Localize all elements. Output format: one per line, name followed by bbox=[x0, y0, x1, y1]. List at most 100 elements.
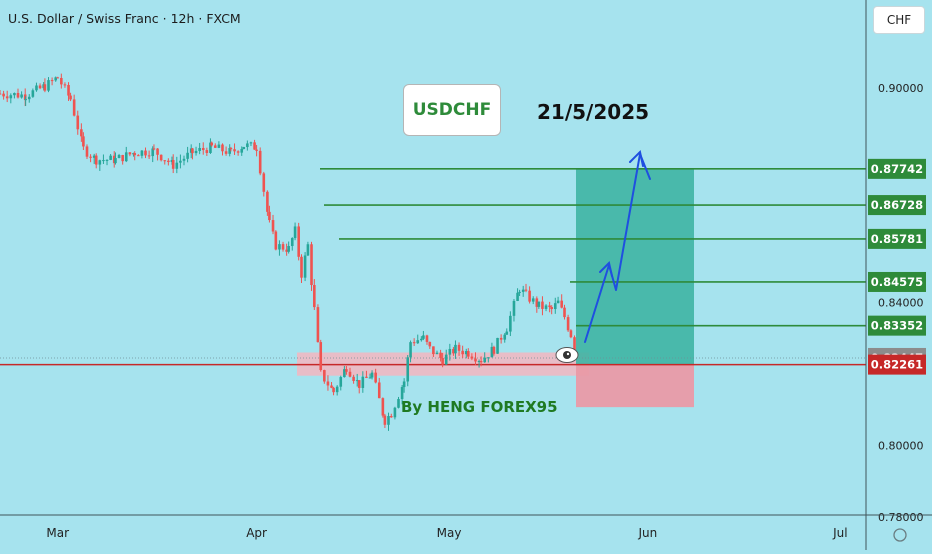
candle bbox=[20, 91, 23, 99]
candle bbox=[186, 146, 189, 163]
candle bbox=[274, 230, 278, 251]
candle-body bbox=[483, 357, 487, 363]
candle bbox=[82, 132, 85, 151]
candle-body bbox=[477, 361, 481, 363]
candle bbox=[524, 283, 528, 293]
candle bbox=[38, 83, 42, 90]
candle bbox=[171, 154, 175, 174]
candle-body bbox=[221, 144, 224, 152]
candle bbox=[287, 241, 290, 254]
candle bbox=[303, 252, 307, 282]
candle bbox=[505, 328, 509, 335]
candle bbox=[27, 94, 31, 103]
candle-body bbox=[400, 387, 404, 400]
currency-button[interactable]: CHF bbox=[873, 6, 925, 34]
candle-body bbox=[503, 334, 507, 340]
candle-body bbox=[553, 303, 557, 310]
candle-body bbox=[109, 155, 112, 160]
candle-body bbox=[38, 85, 42, 89]
x-tick-label: Jul bbox=[832, 526, 847, 540]
candle-body bbox=[516, 292, 519, 301]
candle-body bbox=[435, 352, 439, 355]
candle-body bbox=[352, 376, 355, 381]
candle-body bbox=[163, 160, 167, 162]
price-badge: 0.85781 bbox=[868, 228, 926, 249]
candle bbox=[461, 345, 464, 358]
arrow-head bbox=[599, 261, 613, 277]
candle bbox=[466, 348, 470, 360]
candle-body bbox=[47, 80, 50, 91]
candle-body bbox=[461, 350, 464, 355]
candle-body bbox=[242, 147, 246, 149]
symbol-title: U.S. Dollar / Swiss Franc · 12h · FXCM bbox=[8, 11, 241, 26]
candle bbox=[521, 285, 525, 297]
candle bbox=[550, 305, 553, 315]
candle-body bbox=[444, 354, 448, 365]
candle bbox=[537, 301, 541, 309]
candle-body bbox=[368, 377, 372, 379]
candle bbox=[242, 146, 246, 150]
author-label: By HENG FOREX95 bbox=[401, 398, 558, 416]
candle bbox=[553, 297, 557, 314]
candle-body bbox=[117, 155, 121, 159]
candle-body bbox=[297, 226, 300, 257]
candle bbox=[425, 334, 429, 345]
candle bbox=[94, 153, 98, 169]
candle-body bbox=[255, 149, 258, 151]
candle bbox=[439, 349, 442, 362]
price-badge: 0.83352 bbox=[868, 315, 926, 336]
date-label: 21/5/2025 bbox=[537, 100, 650, 124]
candle bbox=[201, 142, 205, 155]
candle-body bbox=[330, 385, 333, 388]
candle bbox=[31, 88, 35, 98]
candle-body bbox=[102, 160, 105, 162]
candle-body bbox=[348, 371, 352, 377]
candle-body bbox=[5, 96, 9, 99]
candle-body bbox=[228, 148, 231, 154]
candle bbox=[167, 158, 170, 166]
candle-body bbox=[422, 335, 425, 339]
candle bbox=[255, 144, 258, 157]
price-badge-bg bbox=[868, 354, 926, 375]
candle bbox=[69, 92, 72, 102]
candle-body bbox=[487, 357, 490, 359]
price-badge-bg bbox=[868, 315, 926, 336]
candle bbox=[393, 406, 397, 420]
candle bbox=[352, 374, 355, 384]
candle-body bbox=[323, 370, 326, 382]
price-badge: 0.84575 bbox=[868, 271, 926, 292]
candle-body bbox=[381, 398, 385, 416]
candle bbox=[198, 142, 201, 155]
candle bbox=[300, 254, 303, 284]
candle bbox=[452, 347, 455, 356]
candle-body bbox=[179, 160, 182, 163]
candle-body bbox=[92, 155, 96, 158]
candle-body bbox=[271, 220, 275, 232]
candle-body bbox=[246, 143, 249, 148]
candle bbox=[355, 373, 359, 387]
candle bbox=[297, 222, 300, 261]
candle-body bbox=[16, 92, 20, 98]
candle-body bbox=[236, 151, 240, 153]
candle-body bbox=[550, 307, 553, 310]
candle-body bbox=[85, 146, 89, 157]
candle-body bbox=[217, 144, 221, 148]
candle-body bbox=[293, 226, 297, 239]
candle-body bbox=[156, 148, 159, 155]
candle bbox=[89, 154, 92, 163]
candle bbox=[548, 301, 551, 313]
pair-label: USDCHF bbox=[403, 84, 501, 136]
candle bbox=[117, 153, 121, 159]
candle bbox=[377, 377, 381, 399]
candle bbox=[541, 296, 544, 316]
candle bbox=[24, 96, 27, 106]
candle-body bbox=[182, 158, 186, 161]
candle-body bbox=[186, 152, 189, 159]
candle-body bbox=[224, 151, 228, 154]
candle-body bbox=[464, 351, 468, 355]
candle-body bbox=[509, 315, 512, 332]
candle-body bbox=[370, 372, 374, 378]
candle bbox=[402, 378, 406, 393]
